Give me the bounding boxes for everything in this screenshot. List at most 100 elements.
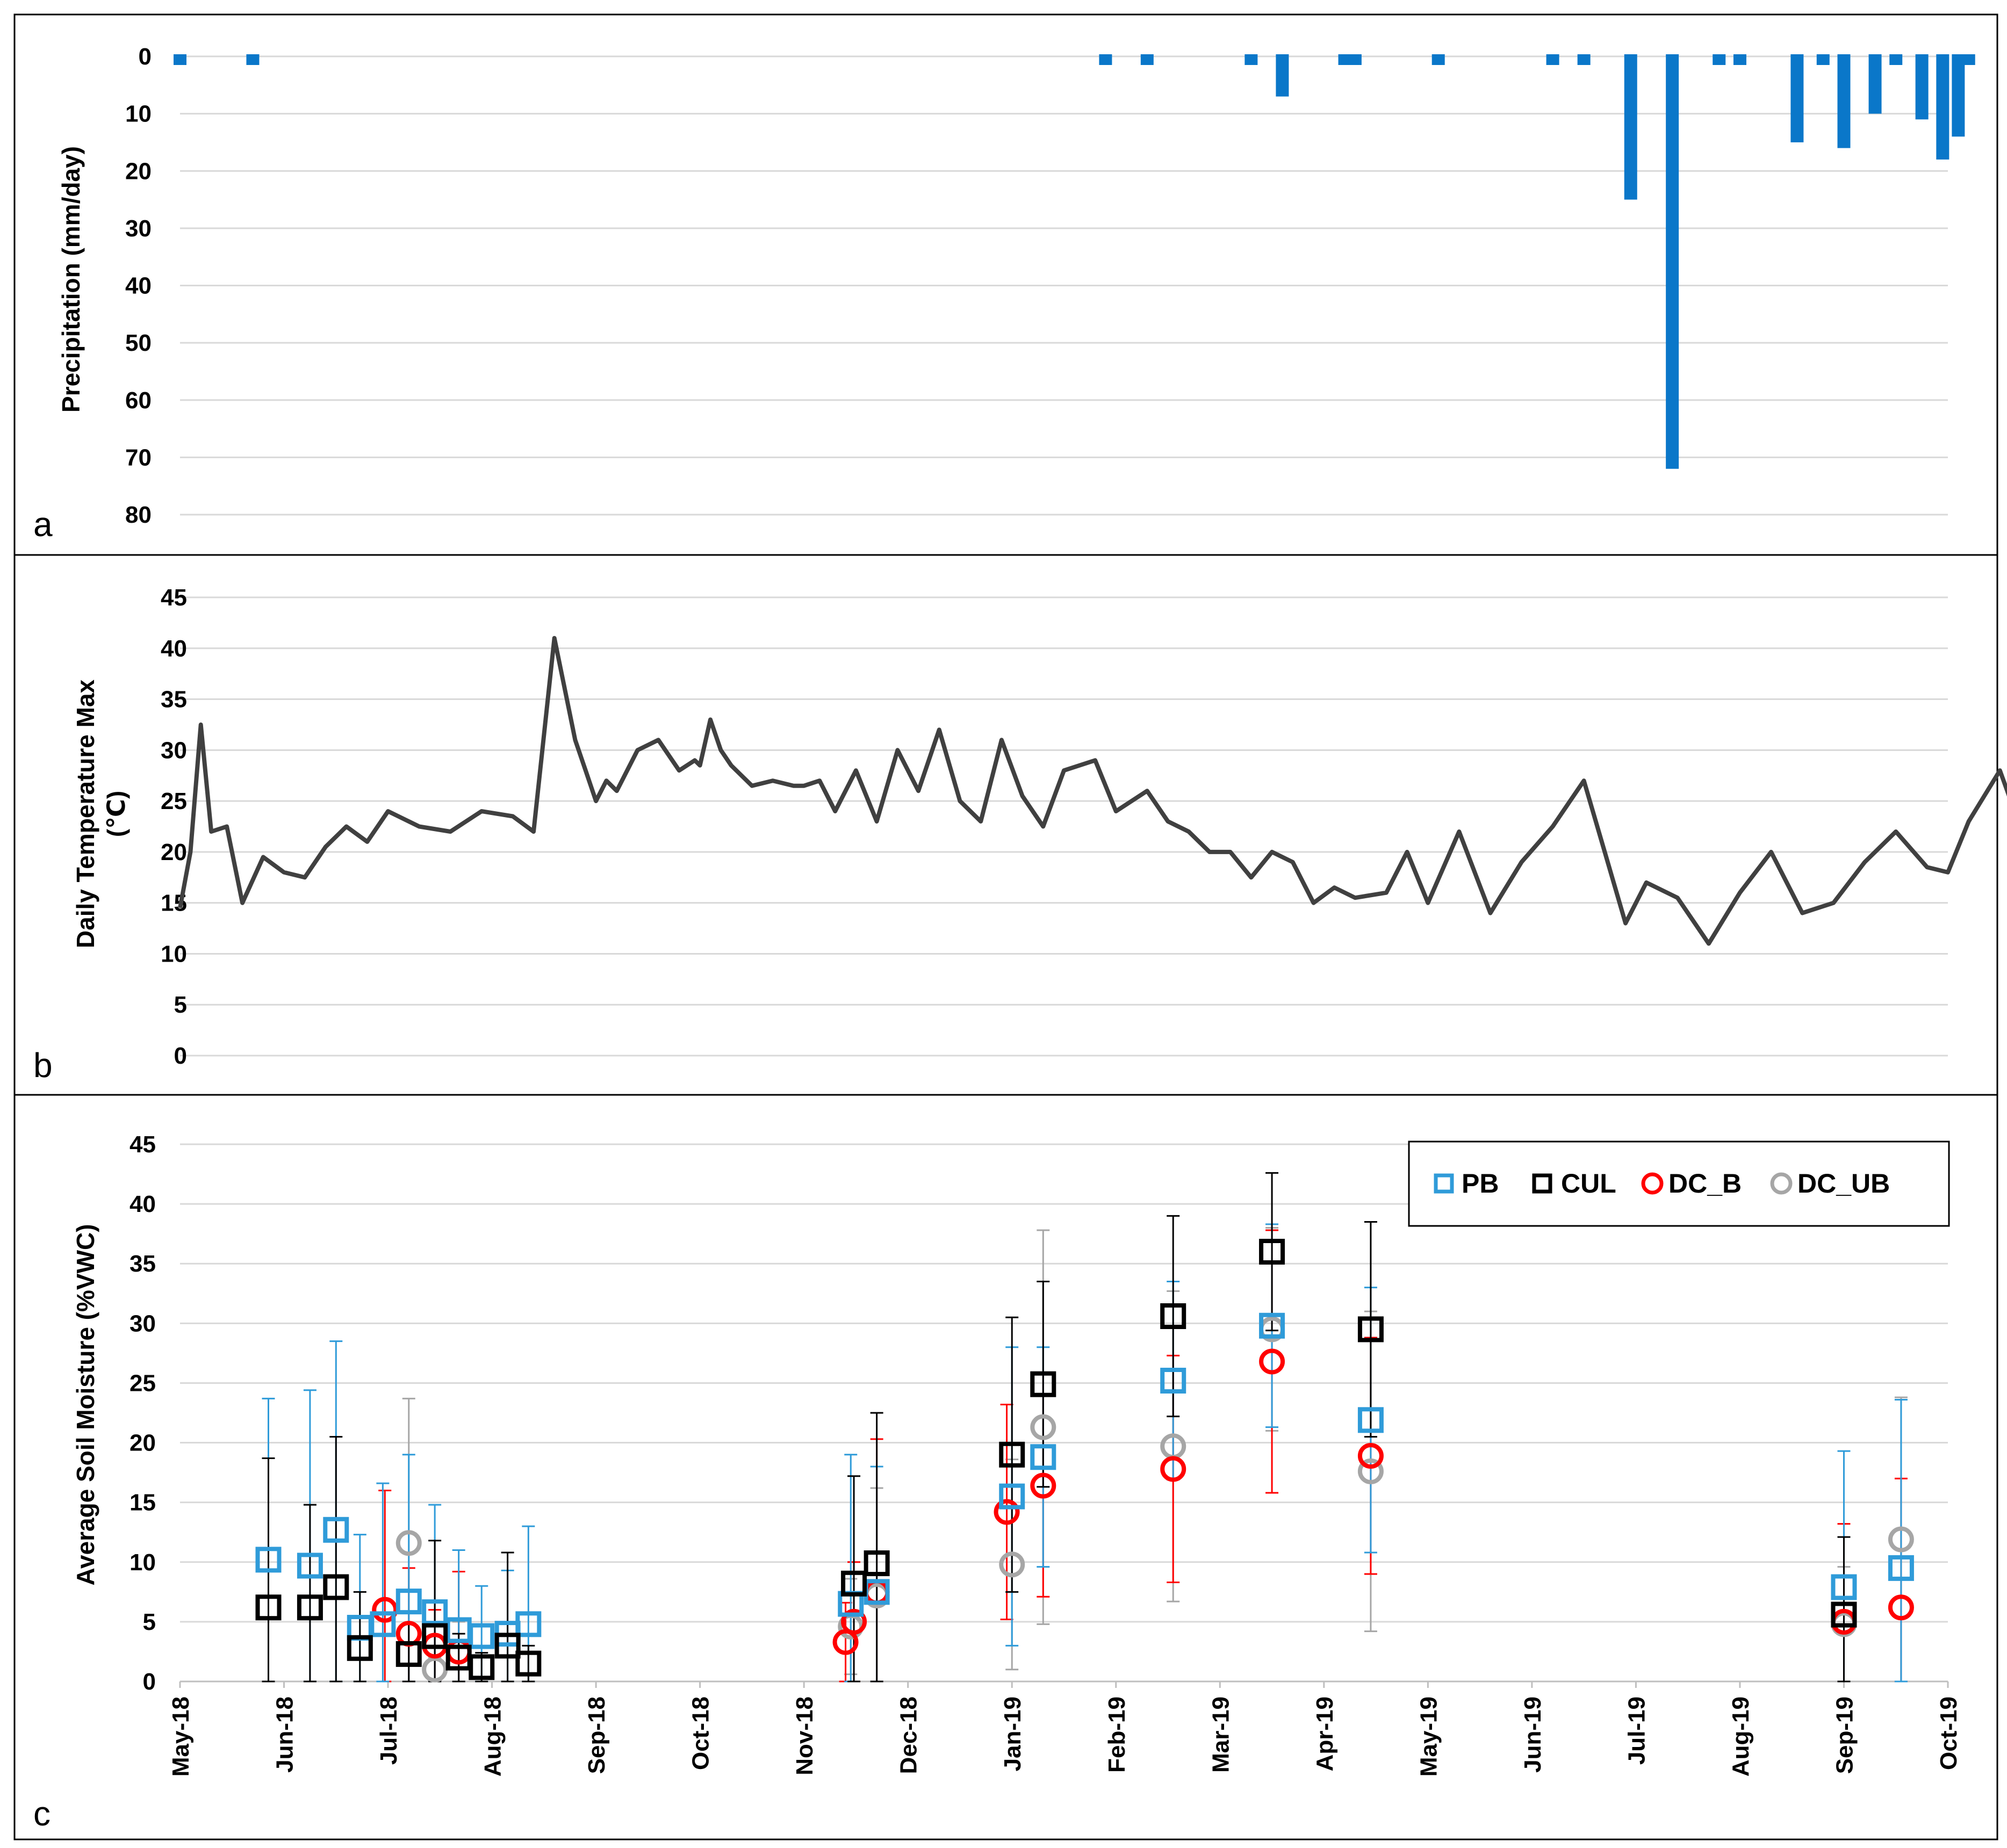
point-cul [297,1594,323,1621]
precip-bar [1245,54,1258,65]
precip-y-tick-label: 0 [139,44,152,70]
precip-bar [1952,54,1965,137]
soil-y-tick-label: 10 [130,1549,156,1576]
legend-dcb-label: DC_B [1668,1168,1742,1199]
temp-y-tick-label: 20 [161,839,187,865]
precip-bar [1546,54,1559,65]
point-cul [347,1635,373,1661]
point-pb [323,1517,349,1543]
precip-bar [1348,54,1362,65]
point-cul [255,1594,282,1621]
panel-a-label: a [33,505,53,544]
soil-moisture-y-axis-label: Average Soil Moisture (%VWC) [71,1224,99,1585]
point-pb [1259,1312,1285,1339]
legend-cul-label: CUL [1561,1168,1616,1199]
precipitation-panel: 0 10 20 30 40 50 60 70 80 Precipitation (mm/day)… [33,44,1975,544]
point-pb [370,1611,396,1637]
soil-y-tick-label: 30 [130,1310,156,1337]
soil-x-tick-label: Apr-19 [1312,1697,1338,1771]
point-dc_ub [422,1656,448,1683]
soil-x-tick-label: Sep-19 [1831,1697,1858,1774]
point-cul [1357,1316,1384,1342]
temp-y-tick-label: 30 [161,737,187,763]
soil-x-tick-label: Jun-19 [1520,1697,1546,1773]
point-pb [1160,1368,1186,1394]
soil-x-tick-label: Oct-19 [1936,1697,1962,1770]
precip-y-tick-label: 40 [125,273,152,299]
point-cul [395,1641,422,1667]
point-pb [255,1547,282,1573]
precip-bar [1915,54,1929,120]
point-cul [1831,1601,1857,1628]
point-cul [323,1574,349,1600]
precip-y-tick-label: 70 [125,444,152,471]
temperature-y-axis-unit: (℃) [102,791,130,837]
temp-y-tick-label: 45 [161,584,187,611]
temperature-line-group [178,636,2007,946]
point-dc_ub [1030,1414,1056,1440]
precip-y-tick-label: 30 [125,215,152,242]
point-pb [1030,1444,1056,1470]
legend-box [1408,1140,1950,1227]
precip-bar [174,54,186,65]
precipitation-bars [174,54,1975,469]
precip-bar [1099,54,1112,65]
temp-y-tick-label: 10 [161,941,187,967]
legend-dcub-label: DC_UB [1797,1168,1890,1199]
precip-bar [1733,54,1746,65]
precip-y-tick-label: 20 [125,158,152,184]
precip-y-tick-label: 50 [125,330,152,356]
legend: PB CUL DC_B DC_UB [1408,1140,1950,1227]
soil-x-tick-label: May-19 [1415,1697,1442,1777]
point-pb [999,1483,1025,1510]
soil-x-tick-label: Feb-19 [1104,1697,1130,1773]
precip-bar [1962,54,1975,65]
point-dc_ub [1357,1458,1384,1484]
point-cul [1259,1239,1285,1265]
precip-bar [1889,54,1903,65]
legend-pb-label: PB [1462,1168,1499,1199]
point-pb [1357,1407,1384,1433]
temp-y-tick-label: 25 [161,788,187,814]
point-cul [864,1550,890,1576]
soil-x-tick-label: Jun-18 [272,1697,298,1773]
precip-bar [1624,54,1637,200]
soil-moisture-y-ticks: 0 5 10 15 20 25 30 35 40 45 [130,1131,156,1695]
precip-bar [1790,54,1804,142]
point-dc_ub [999,1551,1025,1578]
precip-y-tick-label: 10 [125,101,152,127]
soil-y-tick-label: 0 [143,1669,156,1695]
point-pb [422,1599,448,1626]
soil-moisture-points [255,1172,1914,1683]
soil-x-tick-label: Sep-18 [584,1697,610,1774]
point-cul [469,1654,495,1680]
point-dc_ub [395,1530,422,1556]
soil-moisture-panel: 0 5 10 15 20 25 30 35 40 45 May-18 Jun-18 Jul-18 Aug… [33,1131,1962,1833]
point-cul [515,1650,542,1677]
point-dc_b [1259,1348,1285,1375]
point-pb [1888,1555,1914,1581]
soil-x-tick-label: Aug-19 [1728,1697,1754,1777]
soil-x-tick-label: Dec-18 [896,1697,922,1774]
legend-dcb-marker [1641,1172,1664,1195]
legend-cul-marker [1532,1173,1552,1194]
point-cul [841,1570,867,1597]
temperature-line [178,636,2007,946]
point-pb [515,1611,542,1637]
panel-b-label: b [33,1046,53,1085]
point-dc_b [994,1499,1020,1525]
precip-bar [1936,54,1950,160]
precip-bar [246,54,260,65]
point-pb [297,1553,323,1579]
point-cul [999,1441,1025,1468]
soil-y-tick-label: 45 [130,1131,156,1158]
precipitation-y-axis-label: Precipitation (mm/day) [57,146,85,413]
point-dc_ub [1888,1526,1914,1553]
soil-x-tick-label: Oct-18 [688,1697,714,1770]
soil-moisture-x-ticks: May-18 Jun-18 Jul-18 Aug-18 Sep-18 Oct-18 Nov-… [168,1680,1962,1777]
soil-x-tick-label: Nov-18 [792,1697,818,1775]
soil-y-tick-label: 40 [130,1191,156,1217]
